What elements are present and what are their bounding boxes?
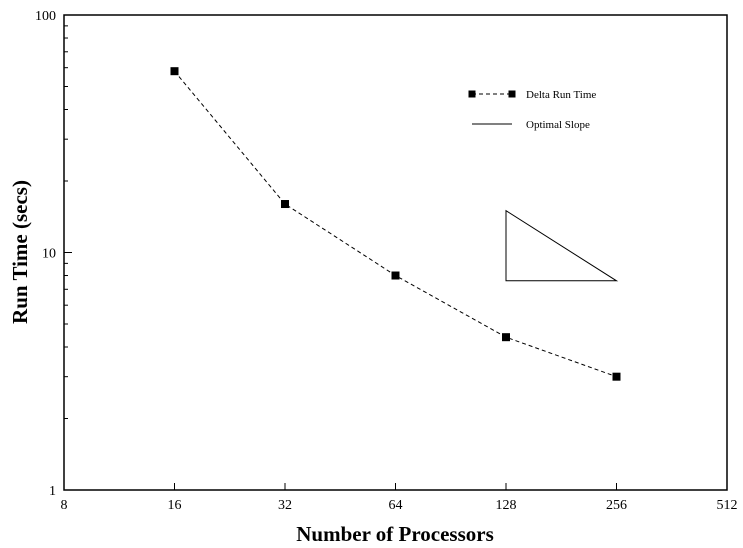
- y-tick-label-100: 100: [35, 9, 56, 24]
- data-point-256: [612, 372, 621, 381]
- y-axis-ticks: 1 10 100: [35, 9, 72, 499]
- legend-marker-left: [468, 90, 476, 98]
- x-tick-label-64: 64: [389, 498, 403, 513]
- delta-run-time-line: [174, 70, 617, 378]
- legend-marker-right: [508, 90, 516, 98]
- delta-run-time-series: [170, 67, 621, 381]
- data-point-64: [391, 271, 400, 280]
- legend-label-optimal-slope: Optimal Slope: [526, 119, 590, 131]
- y-axis-title: Run Time (secs): [8, 180, 32, 324]
- x-axis-title: Number of Processors: [296, 522, 494, 546]
- y-tick-label-1: 1: [49, 484, 56, 499]
- x-axis-ticks: 8 16 32 64 128 256 512: [61, 483, 738, 513]
- x-tick-label-16: 16: [168, 498, 182, 513]
- data-point-128: [502, 333, 510, 342]
- plot-frame: [63, 14, 728, 491]
- optimal-slope-triangle: [505, 209, 619, 282]
- x-tick-label-512: 512: [717, 498, 738, 513]
- data-point-32: [281, 200, 289, 209]
- x-tick-label-8: 8: [61, 498, 68, 513]
- optimal-slope-shape: [505, 209, 619, 282]
- legend-label-delta-run-time: Delta Run Time: [526, 89, 596, 101]
- x-tick-label-256: 256: [606, 498, 627, 513]
- y-tick-label-10: 10: [42, 247, 56, 262]
- x-tick-label-32: 32: [278, 498, 292, 513]
- x-tick-label-128: 128: [496, 498, 517, 513]
- data-point-16: [170, 67, 179, 76]
- legend: Delta Run Time Optimal Slope: [468, 89, 596, 131]
